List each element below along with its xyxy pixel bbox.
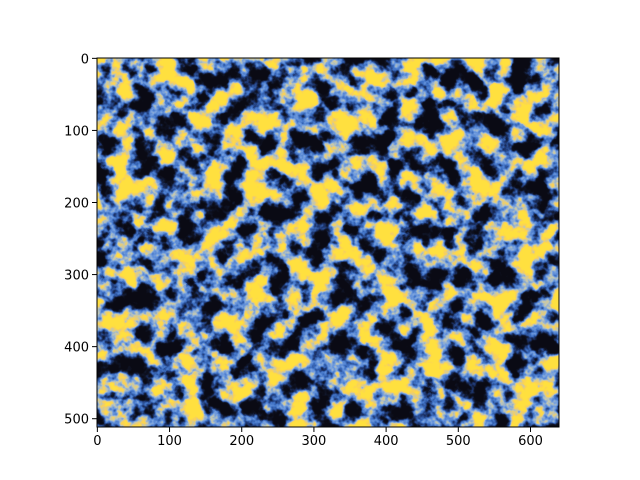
x-tick-label: 500 xyxy=(446,434,471,449)
x-tick-label: 100 xyxy=(157,434,182,449)
x-tick-label: 0 xyxy=(93,434,101,449)
axes: 0 100 200 300 400 500 600 0 100 200 300 400 500 xyxy=(64,52,560,449)
y-tick-label: 300 xyxy=(64,269,89,284)
axes-frame xyxy=(96,57,560,428)
x-tick-label: 200 xyxy=(229,434,254,449)
x-tick-label: 300 xyxy=(302,434,327,449)
y-tick-label: 100 xyxy=(64,124,89,139)
x-tick-label: 400 xyxy=(374,434,399,449)
y-tick-label: 500 xyxy=(64,413,89,428)
image xyxy=(97,58,559,427)
y-tick-label: 200 xyxy=(64,197,89,212)
y-tick-label: 0 xyxy=(81,52,89,67)
y-tick-label: 400 xyxy=(64,341,89,356)
x-tick-label: 600 xyxy=(518,434,543,449)
